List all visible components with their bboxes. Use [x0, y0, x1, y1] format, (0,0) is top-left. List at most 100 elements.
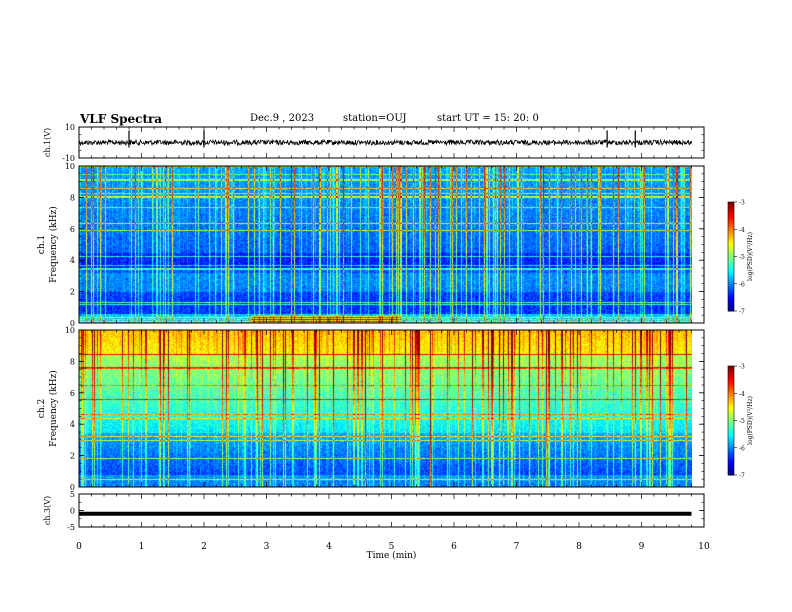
- ch2-spectrogram-colorbar-cell: [728, 438, 734, 441]
- x-tick-label: 2: [201, 542, 207, 552]
- ch2-spectrogram-colorbar-cell: [728, 464, 734, 467]
- ch1-spectrogram-colorbar-cell: [728, 267, 734, 270]
- ch1-spectrogram-colorbar-cell: [728, 298, 734, 301]
- x-tick-label: 9: [639, 542, 645, 552]
- ch2-spectrogram-colorbar-cell: [728, 415, 734, 418]
- ch1-spectrogram-colorbar-cell: [728, 240, 734, 243]
- ch1-spectrogram-colorbar-cell: [728, 289, 734, 292]
- ch1-spectrogram-colorbar-tick-label: -4: [739, 227, 745, 234]
- ch2-spectrogram-colorbar-cell: [728, 425, 734, 429]
- ch2-spectrogram-colorbar-cell: [728, 422, 734, 425]
- ch1-spectrogram-colorbar-cell: [728, 207, 734, 210]
- ch1-spectrogram-colorbar-label: log(PSD)(V²/Hz): [747, 232, 754, 281]
- ch2-spectrogram-image: [79, 330, 692, 487]
- ch2-spectrogram-colorbar-cell: [728, 413, 734, 416]
- ch2-spectrogram-colorbar-cell: [728, 409, 734, 412]
- ch1-spectrogram-colorbar-cell: [728, 241, 734, 245]
- start-time-label: start UT = 15: 20: 0: [437, 113, 539, 124]
- x-tick-label: 5: [389, 542, 395, 552]
- ch1-spectrogram-ytick-label: 6: [70, 225, 75, 234]
- ch2-spectrogram-colorbar-cell: [728, 411, 734, 414]
- ch1-spectrogram-colorbar-tick-label: -7: [739, 309, 745, 316]
- ch1-spectrogram-colorbar-cell: [728, 287, 734, 290]
- x-tick-label: 8: [576, 542, 582, 552]
- ch1-waveform-ytick-label: 10: [65, 123, 75, 132]
- ch1-spectrogram-colorbar-cell: [728, 216, 734, 219]
- ch1-spectrogram-colorbar-cell: [728, 265, 734, 268]
- ch2-spectrogram-colorbar-cell: [728, 382, 734, 385]
- ch2-spectrogram-colorbar-cell: [728, 378, 734, 382]
- ch1-spectrogram-colorbar-cell: [728, 269, 734, 272]
- ch1-spectrogram-colorbar-cell: [728, 280, 734, 283]
- ch1-spectrogram-colorbar-cell: [728, 261, 734, 265]
- ch1-ylabel: ch.1(V): [43, 128, 52, 157]
- ch1-spectrogram-colorbar-cell: [728, 247, 734, 250]
- ch2-spectrogram-colorbar-cell: [728, 369, 734, 372]
- ch1-spectrogram-colorbar-cell: [728, 238, 734, 241]
- ch1-spectrogram-colorbar-cell: [728, 225, 734, 228]
- ch1-trace: [78, 138, 692, 147]
- x-tick-label: 7: [514, 542, 520, 552]
- ch1-spectrogram-colorbar-cell: [728, 263, 734, 267]
- ch1-spectrogram-colorbar-cell: [728, 205, 734, 208]
- ch2-spectrogram-ytick-label: 10: [65, 326, 75, 335]
- ch1-spectrogram-colorbar-cell: [728, 274, 734, 277]
- ch1-spectrogram-colorbar-cell: [728, 296, 734, 299]
- ch1-spectrogram-colorbar-cell: [728, 256, 734, 259]
- ch1-spectrogram-ytick-label: 2: [70, 288, 75, 297]
- x-tick-label: 10: [698, 542, 710, 552]
- ch2-spectrogram-colorbar-cell: [728, 385, 734, 389]
- ch1-spectrogram-colorbar-cell: [728, 305, 734, 308]
- ch1-spectrogram-colorbar-cell: [728, 300, 734, 303]
- date-label: Dec.9 , 2023: [250, 113, 315, 124]
- ch1-spectrogram-colorbar-cell: [728, 292, 734, 296]
- ch2-spectrogram-colorbar-cell: [728, 418, 734, 421]
- ch2-spectrogram-ytick-label: 8: [70, 357, 75, 366]
- ch2-spectrogram-colorbar-cell: [728, 433, 734, 436]
- ch2-spectrogram-ytick-label: 0: [70, 483, 75, 492]
- ch1-spectrogram-colorbar-cell: [728, 278, 734, 281]
- ch2-spectrogram-colorbar-cell: [728, 427, 734, 431]
- ch2-spectrogram-ylabel-freq: Frequency (kHz): [48, 370, 59, 447]
- ch1-spectrogram-colorbar-cell: [728, 251, 734, 254]
- ch2-spectrogram-colorbar-cell: [728, 442, 734, 445]
- x-axis-label: Time (min): [367, 550, 417, 561]
- ch3-waveform-ytick-label: 5: [70, 490, 75, 499]
- ch2-spectrogram-colorbar-cell: [728, 469, 734, 472]
- ch1-spectrogram-colorbar-cell: [728, 283, 734, 287]
- ch1-spectrogram-colorbar-cell: [728, 231, 734, 234]
- ch1-spectrogram-colorbar-cell: [728, 281, 734, 285]
- ch2-spectrogram-colorbar-tick-label: -4: [739, 391, 745, 398]
- ch1-spectrogram-colorbar-cell: [728, 245, 734, 248]
- ch2-spectrogram-colorbar-tick-label: -5: [739, 418, 745, 425]
- ch1-spectrogram-colorbar-cell: [728, 211, 734, 214]
- ch2-spectrogram-colorbar-cell: [728, 451, 734, 454]
- ch1-spectrogram-colorbar-cell: [728, 218, 734, 221]
- ch2-spectrogram-colorbar-cell: [728, 453, 734, 456]
- ch1-spectrogram-colorbar-cell: [728, 272, 734, 276]
- ch2-spectrogram-ytick-label: 4: [70, 420, 75, 429]
- ch2-spectrogram-colorbar-cell: [728, 375, 734, 378]
- ch1-spectrogram-colorbar-cell: [728, 221, 734, 225]
- ch1-spectrogram-colorbar-cell: [728, 234, 734, 238]
- x-tick-label: 4: [326, 542, 332, 552]
- ch2-spectrogram-ytick-label: 2: [70, 452, 75, 461]
- ch1-spectrogram-colorbar-cell: [728, 294, 734, 297]
- ch1-spectrogram-colorbar-cell: [728, 258, 734, 261]
- ch2-spectrogram-colorbar-cell: [728, 447, 734, 451]
- ch1-waveform-ytick-label: -10: [62, 154, 75, 163]
- ch1-spectrogram-ylabel-freq: Frequency (kHz): [48, 206, 59, 283]
- ch2-spectrogram-colorbar-cell: [728, 371, 734, 374]
- ch2-spectrogram-colorbar-cell: [728, 456, 734, 460]
- ch2-spectrogram-colorbar-cell: [728, 376, 734, 380]
- ch2-spectrogram-colorbar-cell: [728, 424, 734, 427]
- ch1-spectrogram-colorbar-cell: [728, 252, 734, 256]
- ch1-spectrogram-colorbar-tick-label: -3: [739, 200, 745, 207]
- x-tick-label: 3: [264, 542, 270, 552]
- ch1-spectrogram-colorbar-cell: [728, 260, 734, 263]
- ch1-spectrogram-colorbar-cell: [728, 271, 734, 274]
- ch1-spectrogram-colorbar-cell: [728, 203, 734, 207]
- ch2-spectrogram-colorbar-cell: [728, 389, 734, 392]
- ch2-spectrogram-colorbar-cell: [728, 391, 734, 394]
